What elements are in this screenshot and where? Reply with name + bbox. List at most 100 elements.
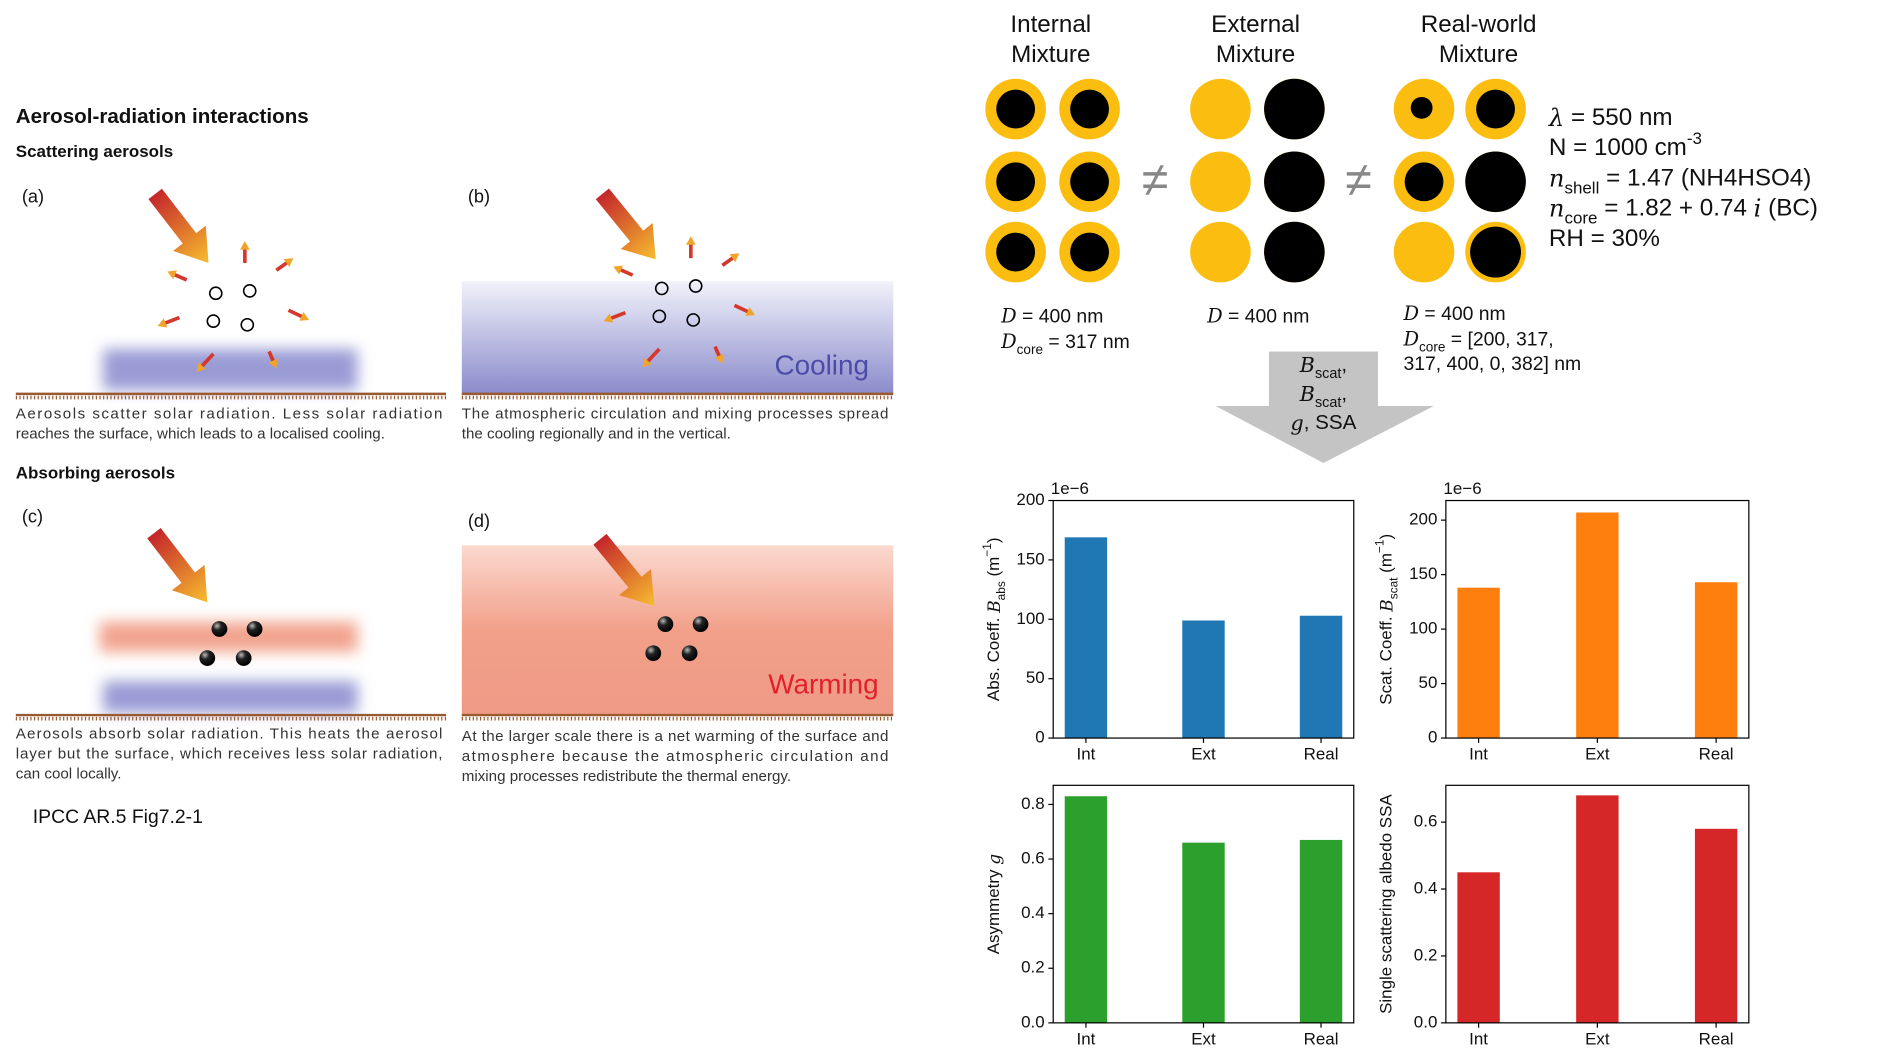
- text-segment: Abs. Coeff.: [985, 613, 1004, 701]
- text-segment: = 550 nm: [1564, 104, 1672, 131]
- text-segment: −1: [1373, 539, 1387, 553]
- y-axis-label: Scat. Coeff. Bscat (m−1): [1373, 534, 1401, 705]
- aerosol-absorbing: [246, 621, 263, 637]
- section-heading: Scattering aerosols: [16, 142, 173, 161]
- text-segment: -3: [1687, 129, 1702, 148]
- section-title: Aerosol-radiation interactions: [16, 105, 309, 128]
- mixture-title: Mixture: [1439, 41, 1518, 68]
- y-tick-label: 200: [1409, 510, 1437, 529]
- cool-layer: [103, 681, 358, 713]
- text-segment: scat: [1387, 577, 1401, 599]
- particle: [985, 78, 1046, 140]
- axes-frame: [1052, 784, 1355, 1024]
- diameter: D = 400 nm: [1206, 305, 1309, 328]
- text-segment: , SSA: [1304, 412, 1357, 435]
- mixture-title: Mixture: [1216, 41, 1295, 68]
- panel-label: (b): [468, 186, 490, 206]
- scattered-ray: [642, 347, 661, 368]
- text-segment: B: [984, 600, 1004, 613]
- sun-ray: [593, 533, 655, 606]
- text-segment: −1: [980, 543, 994, 557]
- aerosol-absorbing: [645, 645, 662, 662]
- y-tick-label: 0: [1428, 728, 1437, 747]
- scattered-ray: [157, 315, 181, 328]
- text-segment: (BC): [1761, 195, 1818, 222]
- offset-label: 1e−6: [1051, 479, 1089, 498]
- axes-frame: [1445, 499, 1750, 739]
- scattered-ray: [603, 310, 627, 323]
- y-tick-label: 0.2: [1021, 958, 1045, 977]
- ground: [15, 392, 894, 721]
- text-segment: N = 1000 cm: [1549, 134, 1687, 161]
- text-segment: Asymmetry: [985, 865, 1004, 954]
- not-equal: ≠: [1345, 153, 1372, 207]
- text-segment: D: [1402, 328, 1419, 351]
- chart: Int Ext Real 0 50 100 150 200 1e−6 Scat. Coeff. B…: [1373, 479, 1750, 764]
- scattered-ray: [275, 258, 294, 272]
- scattered-ray: [240, 241, 250, 263]
- caption: layer but the surface, which receives le…: [16, 745, 443, 762]
- y-tick-label: 0: [1035, 728, 1044, 747]
- text-segment: core: [1419, 340, 1445, 355]
- aerosol-scattering: [206, 314, 221, 329]
- y-tick-label: 0.8: [1021, 794, 1045, 813]
- particle: [1059, 151, 1120, 213]
- y-tick-label: 150: [1409, 564, 1437, 583]
- text-segment: D: [1000, 330, 1017, 353]
- bar: [1576, 795, 1619, 1023]
- bar: [1299, 615, 1343, 739]
- caption: reaches the surface, which leads to a lo…: [16, 425, 385, 442]
- x-tick-label: Real: [1304, 745, 1339, 764]
- particle: [1465, 78, 1526, 140]
- y-axis-label: Asymmetry g: [984, 854, 1004, 954]
- scattered-ray: [685, 236, 696, 259]
- particle: [1264, 221, 1325, 283]
- x-tick-label: Ext: [1585, 745, 1610, 764]
- x-tick-label: Int: [1469, 1029, 1488, 1048]
- y-axis-label: Single scattering albedo SSA: [1377, 794, 1396, 1014]
- aerosol-scattering: [652, 309, 667, 324]
- offset-label: 1e−6: [1443, 479, 1481, 498]
- caption: can cool locally.: [16, 765, 122, 782]
- particle: [1465, 221, 1526, 283]
- text-segment: B: [1376, 599, 1396, 612]
- source: IPCC AR.5 Fig7.2-1: [33, 806, 203, 828]
- warm-layer: [99, 621, 358, 653]
- text-segment: g: [984, 854, 1004, 865]
- text-segment: g: [1291, 411, 1304, 435]
- particle: [1465, 151, 1526, 213]
- not-equal: ≠: [1142, 153, 1169, 207]
- sun-ray: [595, 188, 656, 260]
- bar: [1299, 839, 1343, 1023]
- text-segment: 317, 400, 0, 382] nm: [1403, 353, 1581, 375]
- aerosol-absorbing: [692, 616, 709, 633]
- x-tick-label: Int: [1076, 745, 1095, 764]
- mixture-title: Internal: [1010, 11, 1091, 38]
- particle: [1264, 78, 1325, 140]
- panel-label: (a): [22, 186, 44, 206]
- caption: The atmospheric circulation and mixing p…: [462, 405, 889, 422]
- text-segment: D: [1000, 305, 1017, 328]
- aerosol-absorbing: [199, 650, 216, 666]
- bar: [1182, 620, 1225, 739]
- x-tick-label: Real: [1304, 1029, 1339, 1048]
- diameter: D = 400 nm: [1000, 305, 1103, 328]
- bar: [1457, 587, 1500, 739]
- scattered-ray: [167, 270, 188, 282]
- process-arrow: [1215, 351, 1434, 463]
- bar: [1694, 828, 1738, 1023]
- aerosol-scattering: [688, 279, 703, 293]
- particle: [985, 151, 1046, 213]
- scattered-ray: [287, 308, 310, 321]
- parameter: RH = 30%: [1549, 225, 1660, 252]
- core-diameter: Dcore = 317 nm: [1000, 330, 1130, 357]
- y-tick-label: 100: [1409, 619, 1437, 638]
- text-segment: D: [1206, 305, 1223, 328]
- arrow-label: Bscat,: [1299, 352, 1347, 381]
- aerosol-scattering: [654, 281, 669, 296]
- caption: the cooling regionally and in the vertic…: [462, 425, 731, 442]
- x-tick-label: Ext: [1191, 1029, 1216, 1048]
- text-segment: ,: [1341, 353, 1347, 376]
- y-tick-label: 0.4: [1414, 879, 1438, 898]
